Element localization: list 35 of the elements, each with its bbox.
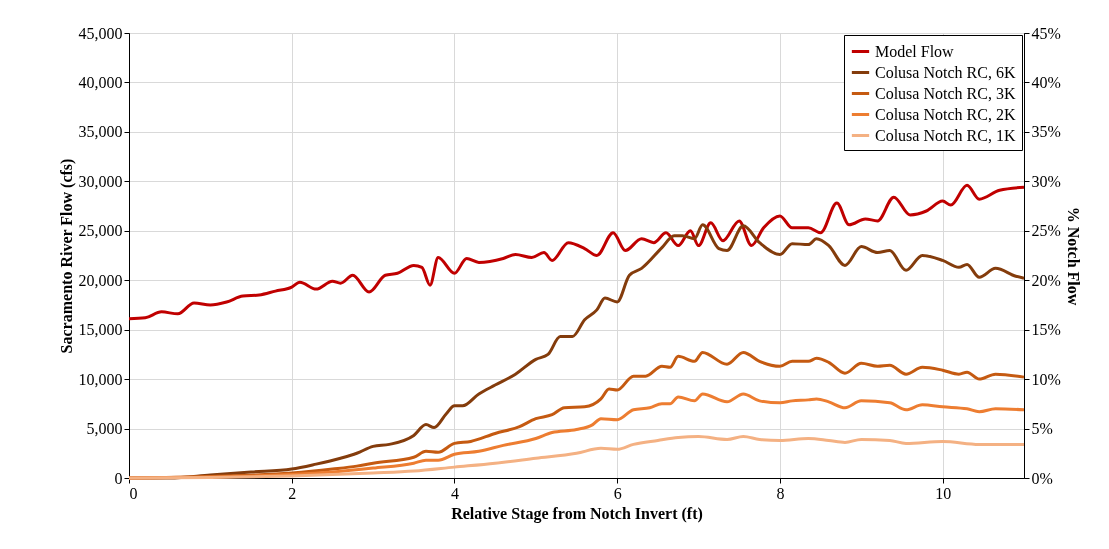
y-tick-label: 15,000	[78, 321, 123, 339]
y2-tick-label: 0%	[1031, 469, 1053, 487]
y-tick-label: 0	[114, 469, 123, 487]
x-tick-label: 2	[288, 484, 297, 502]
x-tick-label: 4	[450, 484, 459, 502]
y-tick-label: 45,000	[78, 24, 123, 42]
y-axis-title: Sacramento River Flow (cfs)	[57, 158, 76, 354]
y2-tick-label: 10%	[1031, 370, 1061, 388]
y-tick-label: 10,000	[78, 370, 123, 388]
y2-tick-label: 40%	[1031, 73, 1061, 91]
legend-label: Colusa Notch RC, 6K	[875, 63, 1016, 81]
x-tick-label: 10	[935, 484, 952, 502]
y2-axis-title: % Notch Flow	[1064, 206, 1082, 306]
x-tick-label: 0	[129, 484, 138, 502]
y-tick-label: 20,000	[78, 271, 123, 289]
y2-tick-label: 25%	[1031, 222, 1061, 240]
y2-tick-label: 30%	[1031, 172, 1061, 190]
legend-label: Colusa Notch RC, 3K	[875, 84, 1016, 102]
legend-label: Colusa Notch RC, 1K	[875, 126, 1016, 144]
y2-tick-label: 45%	[1031, 24, 1061, 42]
x-tick-label: 6	[613, 484, 622, 502]
y2-tick-label: 20%	[1031, 271, 1061, 289]
y-tick-label: 40,000	[78, 73, 123, 91]
y2-tick-label: 35%	[1031, 123, 1061, 141]
y-tick-label: 35,000	[78, 123, 123, 141]
y2-tick-label: 5%	[1031, 420, 1053, 438]
x-tick-label: 8	[776, 484, 785, 502]
y-tick-label: 25,000	[78, 222, 123, 240]
x-axis-title: Relative Stage from Notch Invert (ft)	[451, 504, 703, 523]
legend-label: Colusa Notch RC, 2K	[875, 105, 1016, 123]
y2-tick-label: 15%	[1031, 321, 1061, 339]
y-tick-label: 5,000	[86, 420, 123, 438]
line-series	[127, 183, 1026, 321]
y-tick-label: 30,000	[78, 172, 123, 190]
legend-label: Model Flow	[875, 42, 955, 60]
